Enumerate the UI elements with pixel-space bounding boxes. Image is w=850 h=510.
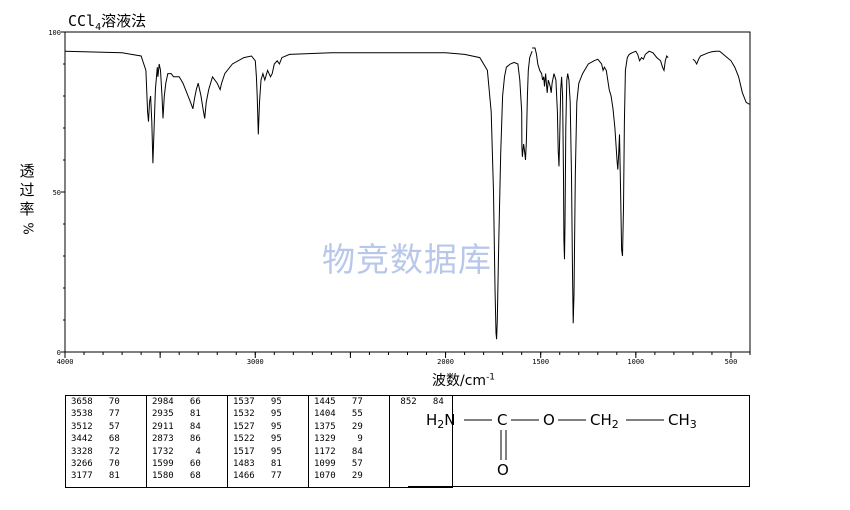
x-axis-label-text: 波数/cm-1	[432, 372, 496, 389]
spectrum-line	[692, 50, 750, 105]
structure-diagram: H2N C O CH2 CH3 O	[426, 411, 697, 479]
peak-entry: 2984 66	[152, 397, 201, 407]
peak-entry: 1445 77	[314, 397, 363, 407]
peak-table: 3658 70 3538 77 3512 57 3442 68 3328 72 3266 …	[65, 395, 453, 488]
peak-entry: 1172 84	[314, 446, 363, 457]
spectrum-chart: 4000 3000 2000 1500 1000 500 0 50 100	[48, 29, 751, 366]
peak-column: 852 84	[389, 395, 453, 488]
chart-axes	[64, 31, 751, 353]
carbonyl-carbon: C	[497, 411, 507, 429]
peak-entry: 1404 55	[314, 409, 363, 420]
peak-entry: 3177 81	[71, 471, 120, 482]
y-axis-label: 透过率 %	[18, 162, 36, 238]
chart-ticks: 4000 3000 2000 1500 1000 500 0 50 100	[48, 29, 751, 366]
peak-entry: 3266 70	[71, 459, 120, 470]
peak-column: 1537 95 1532 95 1527 95 1522 95 1517 95 1483 …	[227, 395, 309, 488]
peak-entry: 1599 60	[152, 459, 201, 470]
y-tick-label: 0	[57, 349, 61, 357]
x-tick-label: 4000	[57, 358, 74, 366]
peak-entry: 1099 57	[314, 459, 363, 470]
x-tick-label: 2000	[437, 358, 454, 366]
peak-entry: 852 84	[395, 397, 444, 407]
structure-panel: H2N C O CH2 CH3 O	[408, 395, 750, 487]
peak-entry: 1527 95	[233, 421, 282, 432]
y-tick-label: 50	[53, 189, 61, 197]
peak-entry: 1732 4	[152, 446, 201, 457]
peak-entry: 2911 84	[152, 421, 201, 432]
y-axis-label-unit: %	[19, 222, 35, 235]
carbonyl-oxygen: O	[497, 461, 509, 479]
peak-table-row: 3658 70 3538 77 3512 57 3442 68 3328 72 3266 …	[65, 395, 453, 488]
methyl-group: CH3	[668, 411, 697, 431]
x-tick-label: 3000	[247, 358, 264, 366]
watermark: 物竞数据库	[322, 240, 492, 279]
x-axis-label: 波数/cm-1	[432, 370, 495, 390]
x-tick-label: 1500	[532, 358, 549, 366]
peak-entry: 1522 95	[233, 434, 282, 445]
peak-entry: 1537 95	[233, 397, 282, 407]
peak-entry: 1375 29	[314, 421, 363, 432]
x-tick-label: 1000	[627, 358, 644, 366]
peak-entry: 3328 72	[71, 446, 120, 457]
peak-column: 2984 66 2935 81 2911 84 2873 86 1732 4 1599 6…	[146, 395, 228, 488]
ester-oxygen: O	[543, 411, 555, 429]
peak-entry: 2873 86	[152, 434, 201, 445]
spectrum-line	[64, 50, 533, 340]
peak-entry: 2935 81	[152, 409, 201, 420]
peak-entry: 3442 68	[71, 434, 120, 445]
spectrum-series	[64, 47, 750, 340]
spectrum-line	[532, 47, 669, 324]
peak-column: 3658 70 3538 77 3512 57 3442 68 3328 72 3266 …	[65, 395, 147, 488]
peak-entry: 1070 29	[314, 471, 363, 482]
methylene-group: CH2	[590, 411, 619, 431]
peak-entry: 3658 70	[71, 397, 120, 407]
peak-entry: 1483 81	[233, 459, 282, 470]
peak-entry: 1466 77	[233, 471, 282, 482]
y-tick-label: 100	[48, 29, 61, 37]
peak-entry: 3538 77	[71, 409, 120, 420]
peak-entry: 1517 95	[233, 446, 282, 457]
peak-column: 1445 77 1404 55 1375 29 1329 9 1172 84 1099 5…	[308, 395, 390, 488]
y-axis-label-text: 透过率	[19, 162, 35, 218]
chart-title: CCl4溶液法	[68, 12, 147, 33]
peak-entry: 1329 9	[314, 434, 363, 445]
peak-entry: 3512 57	[71, 421, 120, 432]
x-tick-label: 500	[725, 358, 738, 366]
peak-entry: 1580 68	[152, 471, 201, 482]
peak-entry: 1532 95	[233, 409, 282, 420]
plot-frame	[64, 31, 751, 353]
amine-group: H2N	[426, 411, 456, 431]
